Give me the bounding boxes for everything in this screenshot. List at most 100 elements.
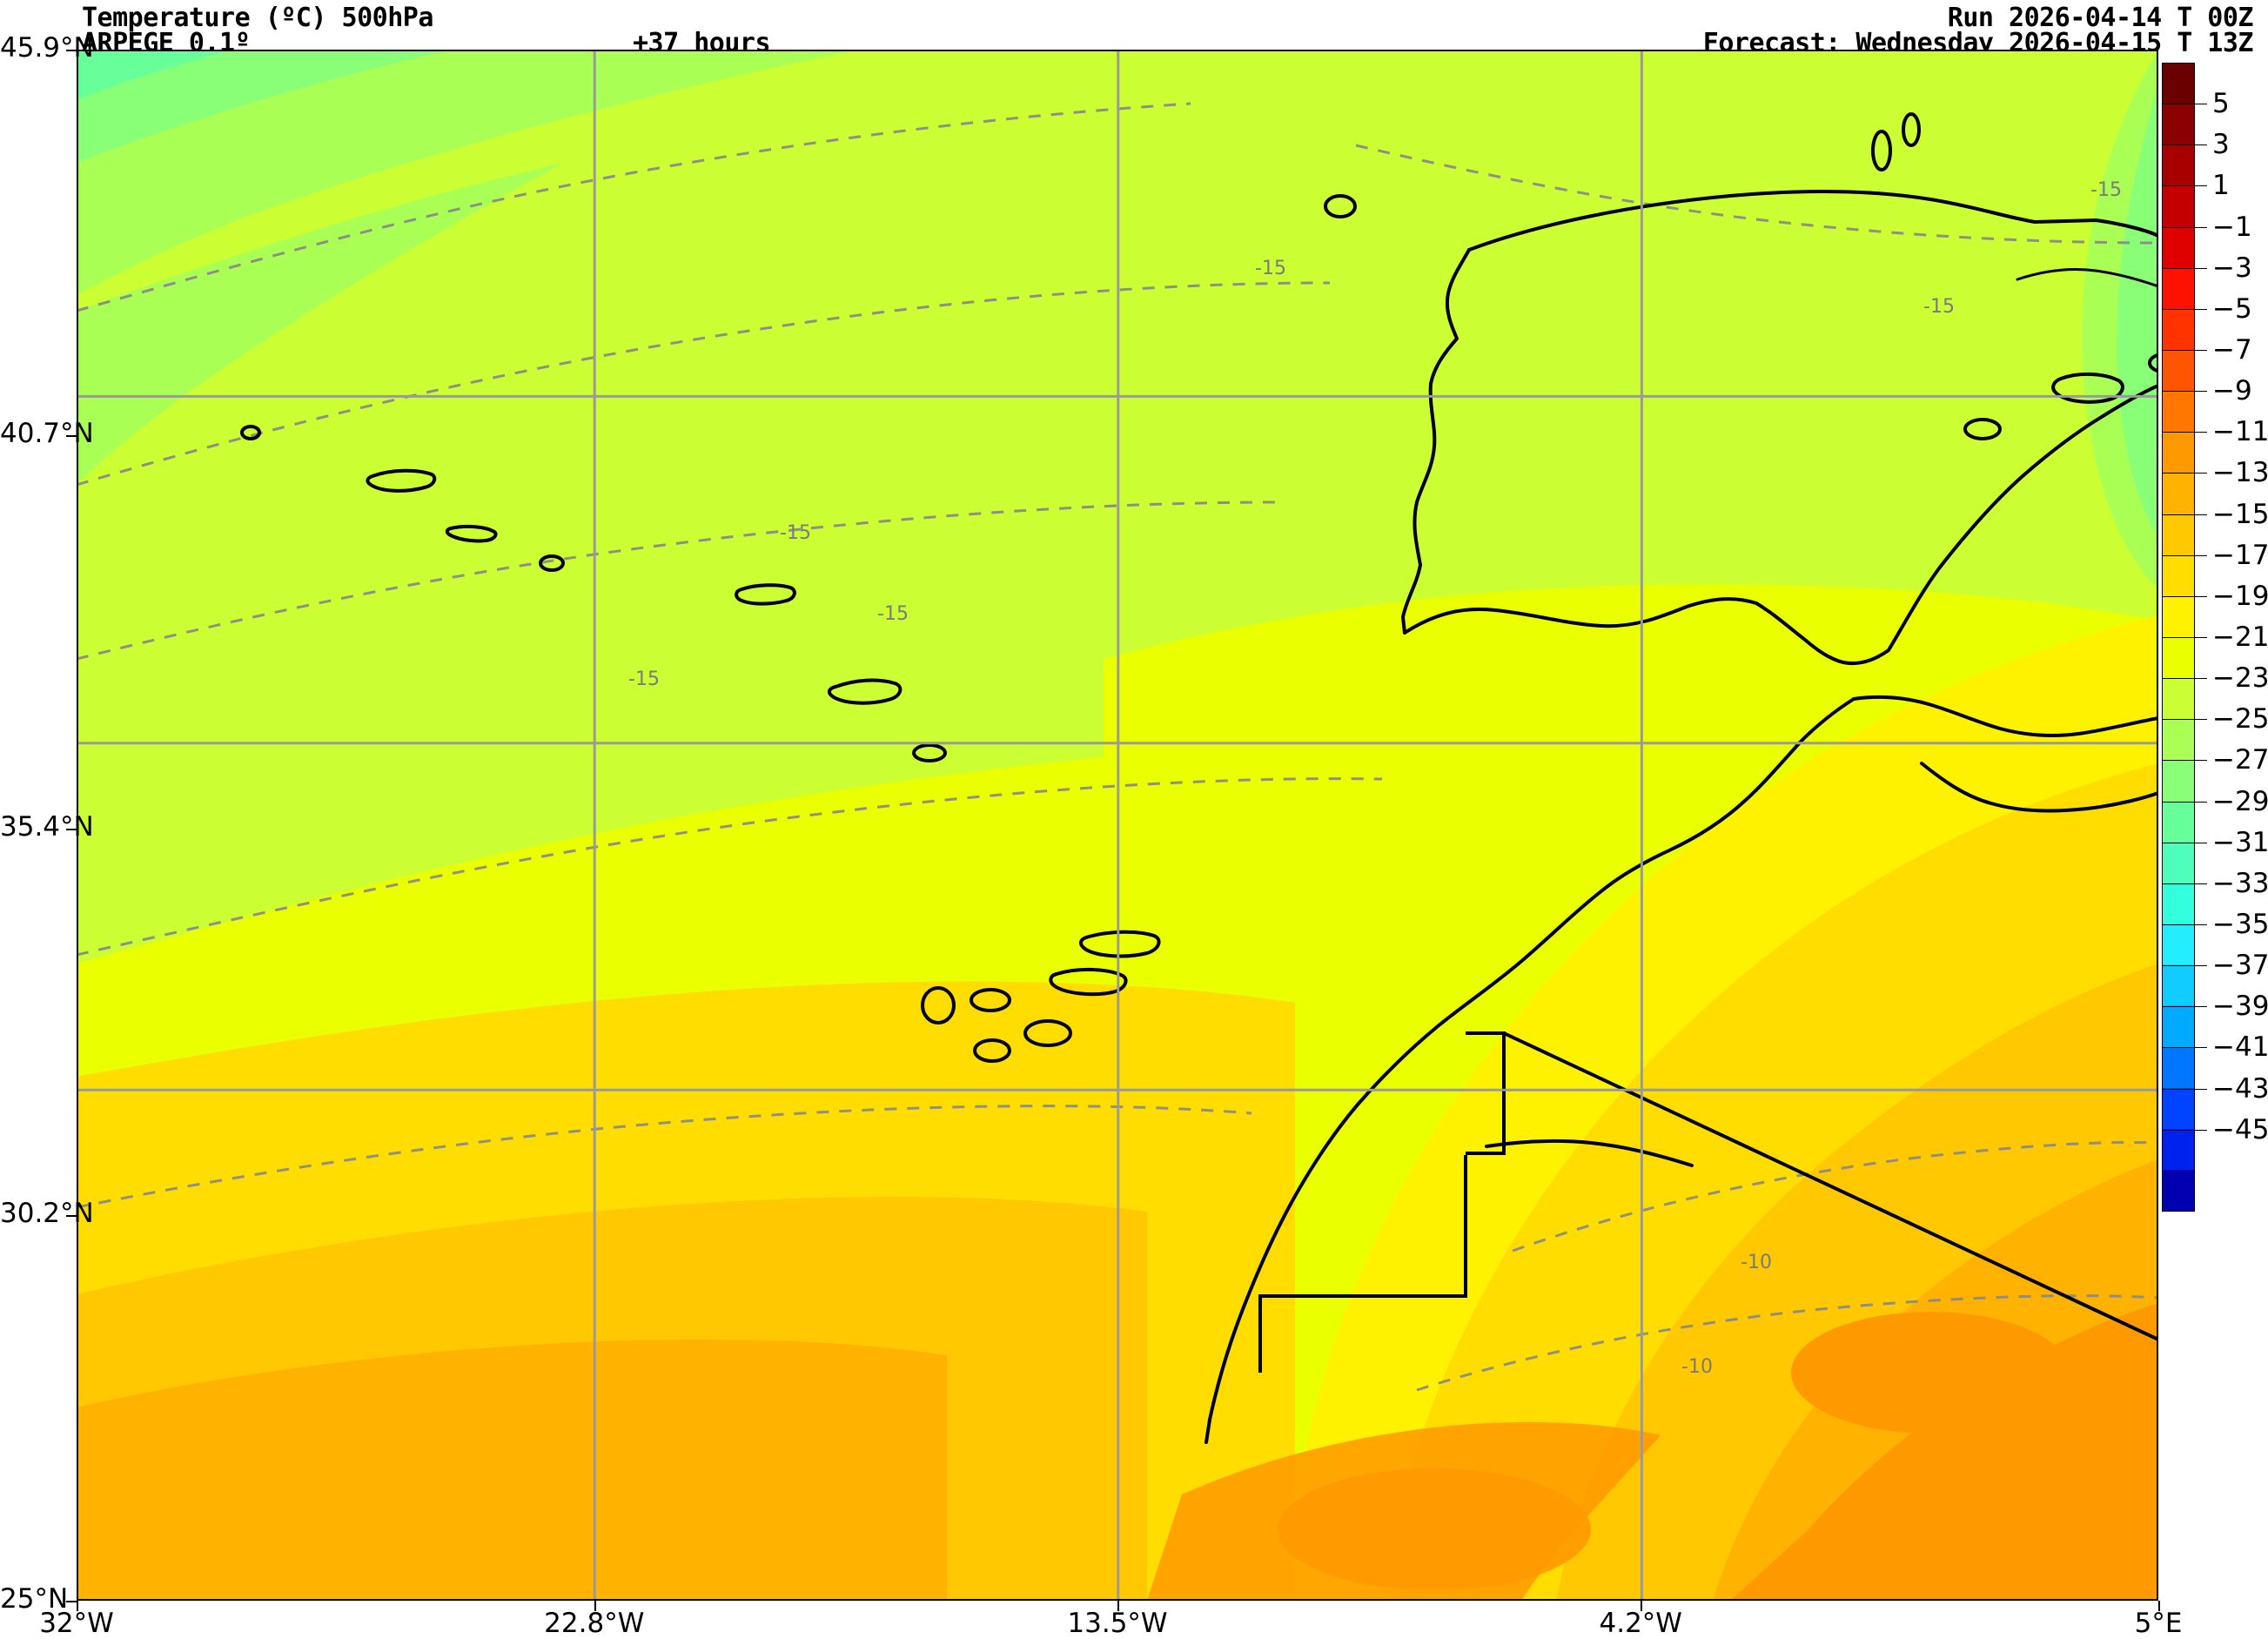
colorbar-tick: [2162, 1088, 2207, 1090]
contour-label: -15: [1255, 258, 1286, 279]
contour-label: -15: [2090, 179, 2122, 201]
y-tick-label-35: 35.4°N: [0, 811, 94, 843]
island-outlines: [240, 112, 2158, 1063]
colorbar-tick: [2162, 801, 2207, 803]
colorbar-tick-label: −35: [2212, 909, 2268, 940]
contour-label: -15: [628, 668, 660, 690]
colorbar-segment: [2163, 391, 2194, 433]
colorbar-segment: [2163, 801, 2194, 843]
colorbar-tick-label: −39: [2212, 991, 2268, 1023]
colorbar-tick: [2162, 637, 2207, 638]
colorbar-tick: [2162, 226, 2207, 228]
colorbar-tick: [2162, 473, 2207, 474]
colorbar-tick: [2162, 391, 2207, 393]
colorbar-segment: [2163, 595, 2194, 637]
colorbar-tick: [2162, 678, 2207, 680]
y-tick-label-30: 30.2°N: [0, 1197, 94, 1229]
colorbar-tick: [2162, 308, 2207, 310]
contour-label: -15: [780, 522, 811, 544]
colorbar-tick-label: −37: [2212, 950, 2268, 982]
x-tick-mark: [77, 1601, 78, 1611]
coastlines: [1204, 190, 2158, 1444]
colorbar-segment: [2163, 1169, 2194, 1211]
colorbar-tick-label: −1: [2212, 211, 2252, 243]
colorbar-segment: [2163, 1005, 2194, 1047]
colorbar-tick-label: −17: [2212, 539, 2268, 571]
colorbar-tick-label: 5: [2212, 88, 2230, 120]
y-tick-mark: [66, 50, 77, 51]
colorbar-tick: [2162, 965, 2207, 967]
x-tick-mark: [2158, 1601, 2160, 1611]
map-gridlines: [77, 50, 2158, 1601]
colorbar-segment: [2163, 964, 2194, 1006]
colorbar-segment: [2163, 1128, 2194, 1170]
colorbar-segment: [2163, 309, 2194, 351]
colorbar-segment: [2163, 842, 2194, 883]
colorbar-tick-label: −11: [2212, 416, 2268, 448]
colorbar-tick-label: −5: [2212, 292, 2252, 325]
colorbar-segment: [2163, 1087, 2194, 1129]
colorbar-segment: [2163, 760, 2194, 802]
colorbar-tick: [2162, 924, 2207, 925]
x-tick-label-32w: 32°W: [39, 1608, 114, 1639]
colorbar-tick: [2162, 595, 2207, 597]
y-tick-mark: [66, 1601, 77, 1602]
colorbar-segment: [2163, 473, 2194, 514]
colorbar-tick-label: 1: [2212, 170, 2230, 202]
colorbar-tick-label: −31: [2212, 826, 2268, 858]
colorbar-segment: [2163, 719, 2194, 761]
page-title: Temperature (ºC) 500hPa: [82, 3, 433, 33]
colorbar-tick: [2162, 432, 2207, 433]
colorbar-tick-label: −3: [2212, 252, 2252, 284]
colorbar-tick: [2162, 514, 2207, 515]
colorbar-segment: [2163, 677, 2194, 719]
colorbar-segment: [2163, 227, 2194, 269]
colorbar: [2162, 63, 2195, 1212]
contour-label: -10: [1741, 1252, 1772, 1273]
colorbar-tick: [2162, 1047, 2207, 1049]
colorbar-tick: [2162, 267, 2207, 269]
colorbar-segment: [2163, 268, 2194, 310]
contour-label: -10: [1681, 1356, 1713, 1378]
run-label: Run 2026-04-14 T 00Z: [1947, 3, 2254, 33]
x-tick-label-22w: 22.8°W: [544, 1608, 645, 1639]
y-tick-label-40: 40.7°N: [0, 418, 94, 450]
colorbar-tick: [2162, 1129, 2207, 1131]
colorbar-tick: [2162, 760, 2207, 762]
y-tick-mark: [66, 435, 77, 438]
x-tick-label-4w: 4.2°W: [1599, 1608, 1682, 1639]
contour-label: -15: [1923, 296, 1955, 318]
colorbar-segment: [2163, 514, 2194, 555]
colorbar-tick-label: −41: [2212, 1031, 2268, 1064]
colorbar-tick-label: −7: [2212, 334, 2252, 366]
colorbar-tick-label: −23: [2212, 662, 2268, 695]
colorbar-tick-label: 3: [2212, 129, 2230, 161]
x-tick-mark: [1641, 1601, 1643, 1611]
x-tick-mark: [594, 1601, 596, 1611]
colorbar-tick-label: −29: [2212, 785, 2268, 817]
colorbar-tick: [2162, 554, 2207, 556]
colorbar-tick-label: −27: [2212, 744, 2268, 776]
colorbar-tick-label: −9: [2212, 375, 2252, 407]
colorbar-segment: [2163, 1046, 2194, 1088]
colorbar-tick: [2162, 883, 2207, 884]
colorbar-segment: [2163, 924, 2194, 965]
colorbar-tick: [2162, 350, 2207, 351]
colorbar-tick-label: −33: [2212, 867, 2268, 899]
colorbar-tick-label: −25: [2212, 703, 2268, 736]
colorbar-segment: [2163, 883, 2194, 924]
temperature-field: -15 -15 -15 -15 -15 -15 -10 -10: [77, 50, 2158, 1601]
x-tick-label-5e: 5°E: [2134, 1608, 2183, 1639]
colorbar-segment: [2163, 186, 2194, 228]
map-plot-area: -15 -15 -15 -15 -15 -15 -10 -10: [77, 50, 2158, 1601]
colorbar-segment: [2163, 64, 2194, 105]
colorbar-segment: [2163, 350, 2194, 392]
x-tick-label-13w: 13.5°W: [1067, 1608, 1168, 1639]
colorbar-segment: [2163, 432, 2194, 474]
colorbar-tick-label: −15: [2212, 498, 2268, 530]
colorbar-segment: [2163, 104, 2194, 146]
colorbar-segment: [2163, 636, 2194, 678]
colorbar-tick: [2162, 185, 2207, 187]
colorbar-tick-label: −13: [2212, 457, 2268, 489]
colorbar-tick-label: −43: [2212, 1072, 2268, 1105]
